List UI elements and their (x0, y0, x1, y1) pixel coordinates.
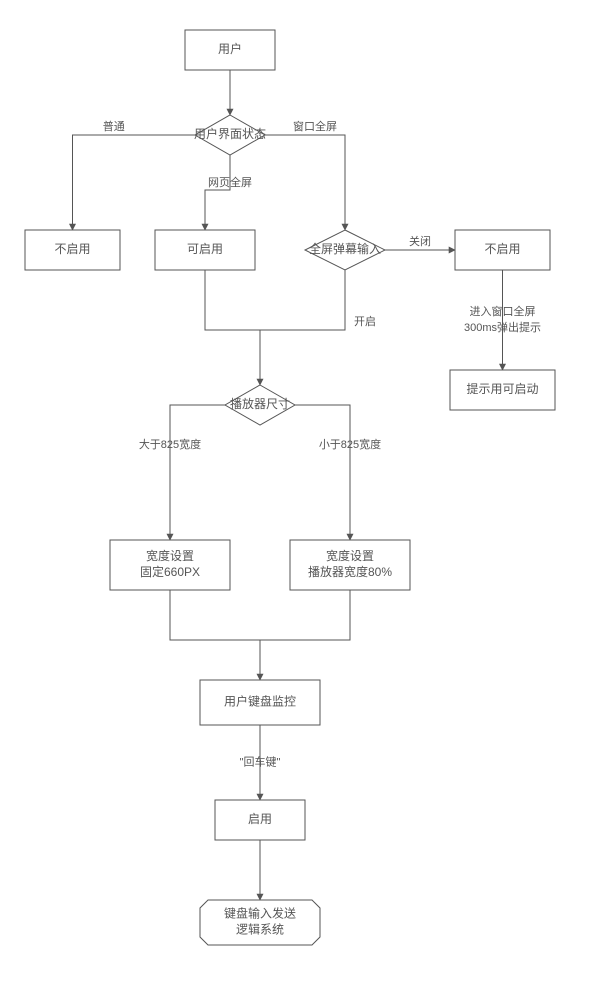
node-ui_state-label: 用户界面状态 (194, 126, 266, 141)
node-user-label: 用户 (218, 41, 242, 56)
node-enable-label: 启用 (248, 812, 272, 826)
node-w_fixed-label2: 固定660PX (140, 564, 200, 579)
edge-ne2-hint-label2: 300ms弹出提示 (464, 320, 541, 334)
node-kb_monitor-label: 用户键盘监控 (224, 694, 296, 709)
edge-state-web (205, 155, 230, 230)
edge-kb-enter-label: "回车键" (240, 754, 281, 768)
edge-fs-open-label: 开启 (354, 315, 376, 328)
node-not_enable2-label: 不启用 (484, 242, 520, 256)
edge-ne2-hint-label1: 进入窗口全屏 (470, 304, 536, 318)
node-kb_send-label2: 逻辑系统 (236, 923, 284, 937)
node-w_fixed-label1: 宽度设置 (146, 548, 194, 563)
edge-state-normal-label: 普通 (103, 119, 125, 133)
edge-state-normal (73, 135, 196, 230)
edge-size-lt-label: 小于825宽度 (319, 437, 381, 451)
edge-state-web-label: 网页全屏 (208, 175, 252, 189)
node-not_enable1-label: 不启用 (54, 242, 90, 256)
node-w_pct-label2: 播放器宽度80% (308, 564, 392, 579)
edge-size-gt-label: 大于825宽度 (139, 437, 201, 451)
edge-fs-merge (260, 270, 345, 330)
node-hint-label: 提示用可启动 (466, 381, 538, 396)
edge-wp-merge (260, 590, 350, 640)
flowchart-canvas: 普通网页全屏 窗口全屏关闭进入窗口全屏 300ms弹出提示 开启大于825宽度 小于82… (0, 0, 591, 1000)
edge-fs-close-label: 关闭 (409, 234, 431, 248)
edge-size-lt (295, 405, 350, 540)
edge-wf-merge (170, 590, 260, 640)
edge-state-winfs-label: 窗口全屏 (293, 119, 337, 133)
node-player_size-label: 播放器尺寸 (230, 396, 290, 411)
edge-can-merge (205, 270, 260, 330)
edge-state-winfs (265, 135, 345, 230)
node-kb_send-label1: 键盘输入发送 (224, 906, 296, 921)
node-w_pct-label1: 宽度设置 (326, 548, 374, 563)
edge-size-gt (170, 405, 225, 540)
node-can_enable-label: 可启用 (187, 242, 223, 256)
node-fs_input-label: 全屏弹幕输入 (309, 241, 381, 256)
